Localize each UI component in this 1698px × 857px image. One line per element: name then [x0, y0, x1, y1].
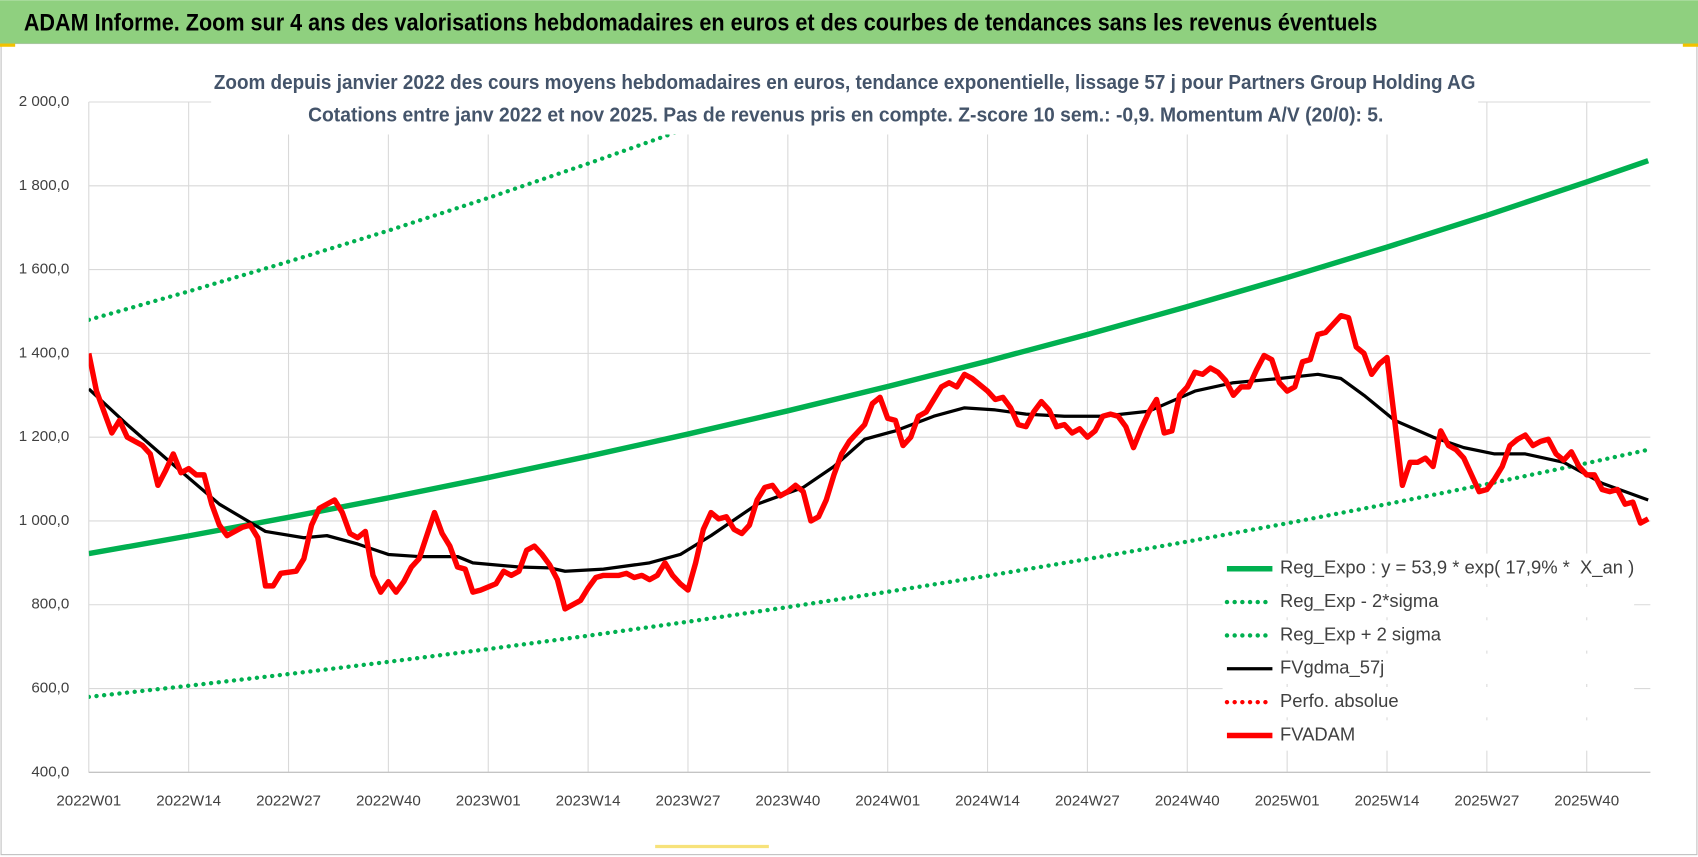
header-bar	[0, 0, 1698, 44]
x-tick-label: 2022W27	[256, 793, 321, 810]
x-tick-label: 2023W40	[755, 793, 820, 810]
legend-background	[1222, 653, 1635, 684]
x-tick-label: 2024W14	[955, 793, 1020, 810]
legend-label: Reg_Expo : y = 53,9 * exp( 17,9% * X_an …	[1280, 557, 1634, 579]
chart-subtitle: Cotations entre janv 2022 et nov 2025. P…	[308, 104, 1383, 127]
x-tick-label: 2025W40	[1554, 793, 1619, 810]
x-tick-label: 2024W27	[1055, 793, 1120, 810]
legend-label: Reg_Exp - 2*sigma	[1280, 590, 1439, 612]
x-tick-label: 2024W01	[855, 793, 920, 810]
y-tick-label: 2 000,0	[19, 93, 70, 110]
x-tick-label: 2022W40	[356, 793, 421, 810]
y-tick-label: 400,0	[31, 763, 69, 780]
x-tick-label: 2023W14	[556, 793, 621, 810]
x-tick-label: 2022W14	[156, 793, 221, 810]
legend: Reg_Expo : y = 53,9 * exp( 17,9% * X_an …	[1222, 553, 1635, 751]
corner-mark	[1682, 43, 1698, 47]
x-tick-label: 2022W01	[56, 793, 121, 810]
x-tick-label: 2023W01	[456, 793, 521, 810]
legend-label: Perfo. absolue	[1280, 690, 1399, 711]
corner-mark	[655, 844, 769, 849]
y-tick-label: 1 000,0	[19, 512, 70, 529]
series-line	[88, 447, 1651, 700]
series-line	[88, 102, 764, 323]
series-line	[88, 158, 1650, 557]
legend-background	[1222, 553, 1635, 584]
y-tick-label: 600,0	[31, 680, 69, 697]
x-tick-label: 2024W40	[1155, 793, 1220, 810]
y-tick-label: 1 800,0	[19, 177, 70, 194]
legend-label: FVADAM	[1280, 723, 1355, 744]
legend-label: Reg_Exp + 2 sigma	[1280, 623, 1442, 645]
corner-mark	[0, 43, 16, 47]
series-line	[88, 312, 1650, 612]
legend-background	[1222, 686, 1635, 718]
chart-subtitle: Zoom depuis janvier 2022 des cours moyen…	[214, 71, 1476, 94]
x-tick-label: 2025W01	[1255, 793, 1320, 810]
title-box	[211, 65, 1479, 135]
legend-background	[1222, 720, 1635, 751]
y-tick-label: 1 200,0	[19, 428, 70, 445]
y-tick-label: 800,0	[31, 596, 69, 613]
y-tick-label: 1 600,0	[19, 261, 70, 278]
x-tick-label: 2023W27	[656, 793, 721, 810]
y-tick-label: 1 400,0	[19, 344, 70, 361]
legend-label: FVgdma_57j	[1280, 657, 1384, 679]
legend-background	[1222, 620, 1635, 651]
page-title: ADAM Informe. Zoom sur 4 ans des valoris…	[24, 9, 1378, 36]
x-tick-label: 2025W27	[1454, 793, 1519, 810]
legend-background	[1222, 586, 1635, 618]
x-tick-label: 2025W14	[1355, 793, 1420, 810]
